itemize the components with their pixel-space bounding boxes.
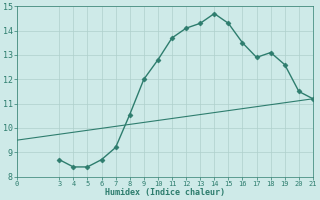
X-axis label: Humidex (Indice chaleur): Humidex (Indice chaleur) (105, 188, 225, 197)
